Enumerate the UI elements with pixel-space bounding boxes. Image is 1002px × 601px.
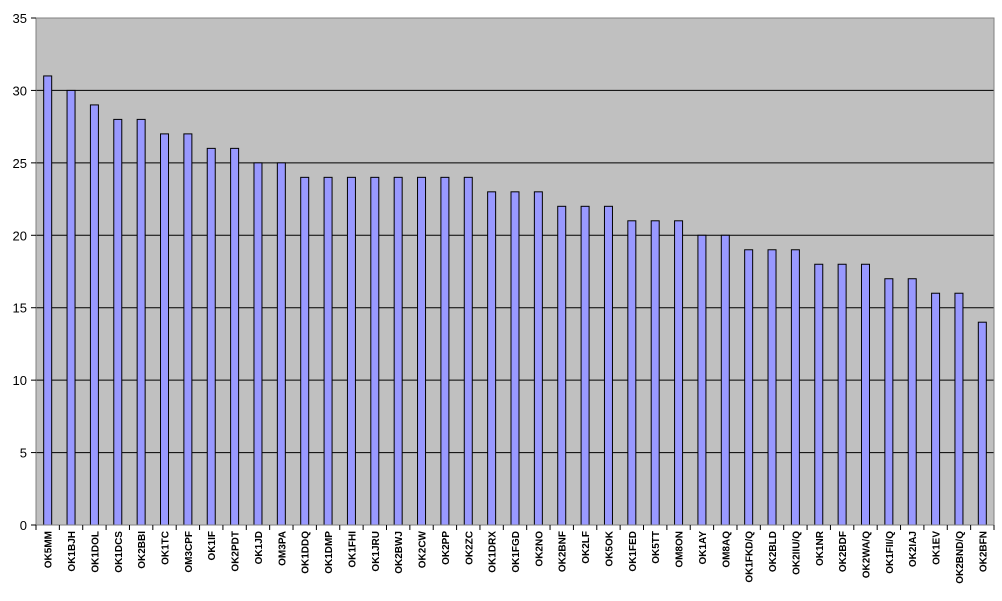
bar xyxy=(533,191,543,526)
x-tick-label: OK1JD xyxy=(254,531,265,564)
y-axis-ticks: 0 5 10 15 20 25 30 35 xyxy=(13,11,36,533)
bar xyxy=(884,278,894,526)
x-tick-label: OK1FGD xyxy=(511,531,522,573)
x-tick-label: OK2LF xyxy=(581,531,592,564)
axes xyxy=(35,17,995,526)
x-tick-label: OK1BJH xyxy=(67,531,78,572)
bar xyxy=(650,220,660,526)
bar xyxy=(697,234,707,526)
bar xyxy=(487,191,497,526)
bar xyxy=(814,263,824,526)
bar xyxy=(767,249,777,526)
bar xyxy=(931,292,941,526)
bar xyxy=(627,220,637,526)
bar xyxy=(253,162,263,526)
x-tick-label: OK2BWJ xyxy=(394,531,405,574)
bar xyxy=(557,205,567,526)
bar xyxy=(907,278,917,526)
x-tick-label: OK5OK xyxy=(604,530,615,566)
bar xyxy=(603,205,613,526)
x-tick-label: OK2CW xyxy=(418,530,429,568)
bar xyxy=(113,118,123,526)
x-tick-label: OK2BNF xyxy=(558,531,569,572)
bar xyxy=(89,104,99,526)
bar-series xyxy=(43,75,987,526)
bar xyxy=(720,234,730,526)
x-tick-label: OK2IIU/Q xyxy=(791,531,802,575)
x-tick-label: OM8AQ xyxy=(721,531,732,568)
bar xyxy=(370,176,380,526)
bar xyxy=(183,133,193,526)
bar xyxy=(276,162,286,526)
x-tick-label: OK2PP xyxy=(441,531,452,565)
x-tick-label: OK1DCS xyxy=(114,531,125,573)
bar xyxy=(580,205,590,526)
y-tick-label: 15 xyxy=(13,301,27,316)
x-tick-label: OK1JRU xyxy=(371,531,382,572)
x-tick-label: OK1DMP xyxy=(324,531,335,574)
x-axis-ticks: OK5MM OK1BJH OK1DOL OK1DCS OK2BBI OK1TC OM3CPF… xyxy=(35,525,995,584)
bar xyxy=(744,249,754,526)
x-tick-label: OK1FII/Q xyxy=(885,531,896,574)
bar xyxy=(160,133,170,526)
x-tick-label: OK2IAJ xyxy=(908,531,919,567)
bar xyxy=(393,176,403,526)
x-tick-label: OK1FHI xyxy=(347,531,358,568)
bar xyxy=(43,75,53,526)
x-tick-label: OK2BDF xyxy=(838,531,849,572)
x-tick-label: OK1TC xyxy=(161,531,172,565)
x-tick-label: OK2PDT xyxy=(231,531,242,572)
x-tick-label: OK5TT xyxy=(651,531,662,564)
x-tick-label: OK1DDQ xyxy=(301,531,312,574)
x-tick-label: OK2NO xyxy=(534,531,545,567)
bar xyxy=(230,147,240,526)
bar xyxy=(206,147,216,526)
bar xyxy=(674,220,684,526)
bar xyxy=(837,263,847,526)
x-tick-label: OK2BLD xyxy=(768,531,779,572)
bar xyxy=(300,176,310,526)
x-tick-label: OK1IF xyxy=(207,531,218,560)
bar xyxy=(417,176,427,526)
bar xyxy=(346,176,356,526)
x-tick-label: OK2BND/Q xyxy=(955,531,966,584)
x-tick-label: OK1DRX xyxy=(488,531,499,573)
bar xyxy=(860,263,870,526)
y-tick-label: 25 xyxy=(13,156,27,171)
x-tick-label: OK5MM xyxy=(44,531,55,568)
bar xyxy=(510,191,520,526)
bar xyxy=(136,118,146,526)
x-tick-label: OM8ON xyxy=(675,531,686,568)
x-tick-label: OK2BFN xyxy=(978,531,989,572)
x-tick-label: OK1EV xyxy=(932,531,943,565)
bar xyxy=(323,176,333,526)
x-tick-label: OK2WA/Q xyxy=(861,531,872,578)
x-tick-label: OM3PA xyxy=(277,531,288,566)
bar xyxy=(954,292,964,526)
y-tick-label: 10 xyxy=(13,373,27,388)
y-tick-label: 35 xyxy=(13,11,27,26)
y-tick-label: 5 xyxy=(20,446,27,461)
bar xyxy=(977,321,987,526)
x-tick-label: OK2BBI xyxy=(137,531,148,569)
x-tick-label: OK1FED xyxy=(628,531,639,572)
bar xyxy=(66,89,76,526)
plot-border xyxy=(35,17,995,526)
bar xyxy=(790,249,800,526)
bar xyxy=(440,176,450,526)
x-tick-label: OK2ZC xyxy=(464,531,475,565)
y-tick-label: 30 xyxy=(13,83,27,98)
y-tick-label: 20 xyxy=(13,228,27,243)
y-tick-label: 0 xyxy=(20,518,27,533)
x-tick-label: OM3CPF xyxy=(184,531,195,573)
x-tick-label: OK1FKD/Q xyxy=(745,531,756,583)
x-tick-label: OK1DOL xyxy=(90,531,101,573)
bar xyxy=(463,176,473,526)
x-tick-label: OK1NR xyxy=(815,530,826,566)
x-tick-label: OK1AY xyxy=(698,531,709,565)
